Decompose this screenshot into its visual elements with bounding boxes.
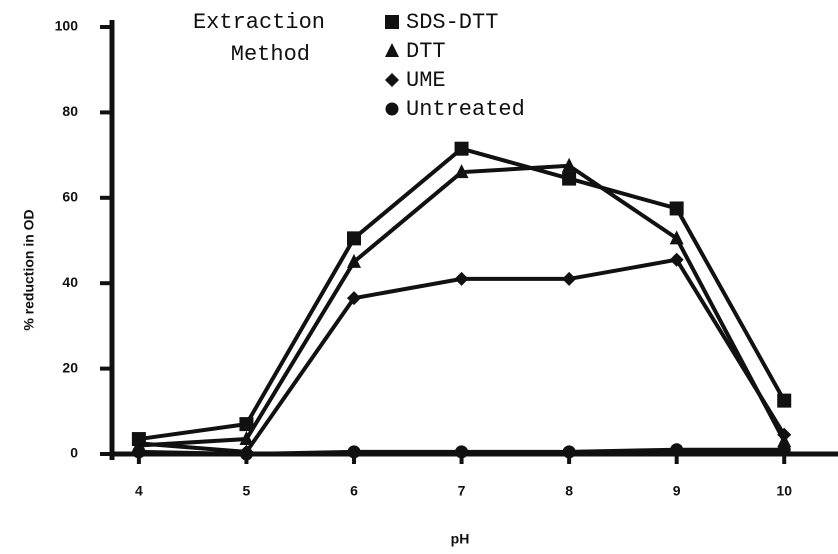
legend-title: Method: [231, 42, 310, 67]
data-point: [562, 445, 576, 459]
data-point: [454, 164, 469, 179]
x-tick-label: 7: [458, 483, 466, 499]
legend-marker: [385, 102, 399, 116]
data-point: [777, 443, 791, 457]
data-point: [454, 141, 469, 156]
series-line: [138, 146, 786, 442]
x-axis-label: pH: [451, 531, 470, 547]
y-axis-label: % reduction in OD: [21, 209, 37, 330]
x-tick-label: 8: [565, 483, 573, 499]
data-point: [239, 431, 254, 446]
x-tick-label: 6: [350, 483, 358, 499]
legend-marker: [385, 43, 399, 57]
data-point: [455, 445, 469, 459]
data-point: [670, 443, 684, 457]
y-tick-label: 80: [62, 103, 78, 119]
data-point: [239, 447, 253, 461]
data-point: [347, 253, 361, 268]
y-tick-label: 0: [70, 445, 78, 461]
data-point: [239, 417, 254, 432]
data-point: [454, 271, 469, 286]
x-tick-label: 10: [776, 483, 792, 499]
data-point: [347, 231, 361, 246]
data-point: [562, 271, 577, 286]
x-tick-label: 4: [135, 483, 143, 499]
legend-label: Untreated: [406, 97, 525, 122]
legend-label: SDS-DTT: [406, 10, 498, 35]
data-point: [562, 171, 577, 186]
data-point: [562, 157, 577, 172]
legend-marker: [385, 73, 399, 87]
data-point: [669, 230, 684, 245]
legend-title: Extraction: [193, 10, 325, 35]
data-point: [132, 445, 146, 459]
legend-label: UME: [406, 68, 446, 93]
x-tick-label: 9: [673, 483, 681, 499]
data-point: [669, 252, 684, 267]
y-tick-label: 40: [62, 274, 78, 290]
series-line: [138, 257, 786, 454]
data-point: [777, 427, 792, 442]
x-tick-label: 5: [243, 483, 251, 499]
y-tick-label: 100: [55, 18, 79, 34]
y-tick-label: 20: [62, 359, 78, 375]
legend-label: DTT: [406, 39, 446, 64]
data-point: [777, 393, 792, 408]
y-tick-label: 60: [62, 189, 78, 205]
data-point: [669, 201, 684, 216]
data-point: [347, 445, 361, 459]
series-line: [138, 163, 786, 448]
data-point: [347, 291, 361, 306]
legend-marker: [385, 15, 399, 29]
